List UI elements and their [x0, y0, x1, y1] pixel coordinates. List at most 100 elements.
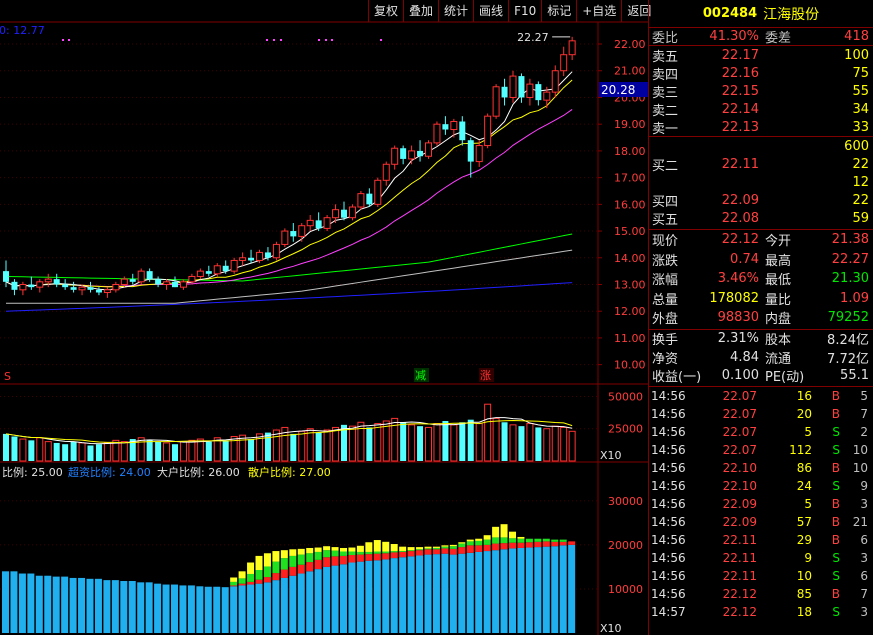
ratio-bar-blue — [365, 560, 373, 633]
ratio-bar-red — [263, 577, 271, 583]
toolbar-button[interactable]: 统计 — [438, 0, 473, 22]
ratio-bar-blue — [44, 575, 52, 633]
ratio-bar-yellow — [432, 546, 440, 548]
ratio-legend-label: 大户比例: 26.00 — [157, 465, 240, 479]
trade-direction: S — [832, 479, 840, 493]
ratio-bar-red — [525, 542, 533, 548]
buy-volume: 59 — [852, 210, 869, 226]
fund-value: 2.31% — [717, 331, 759, 347]
candle-body — [492, 86, 500, 117]
volume-tick-label: 50000 — [608, 390, 643, 403]
candle-body — [509, 75, 517, 98]
ratio-bar-green — [247, 573, 255, 582]
stat-row: 涨幅 3.46% 最低 21.30 — [649, 269, 873, 289]
ratio-bar-green — [373, 551, 381, 554]
candle-body — [425, 142, 432, 157]
ratio-bar-blue — [314, 569, 322, 633]
ratio-bar-red — [238, 583, 246, 586]
divider — [649, 328, 873, 330]
ratio-bar-blue — [356, 561, 364, 633]
quote-stats: 现价 22.12 今开 21.38 涨跌 0.74 最高 22.27 涨幅 3.46% 最低 21.3… — [649, 230, 873, 328]
ratio-bar-yellow — [373, 540, 381, 552]
trade-price: 22.11 — [722, 533, 757, 547]
ratio-bar-blue — [331, 565, 339, 633]
stat-value: 0.74 — [730, 251, 759, 267]
volume-bar — [205, 441, 212, 461]
signal-dot — [68, 39, 70, 41]
ratio-bar-blue — [449, 554, 457, 633]
sell-price: 22.13 — [721, 119, 759, 135]
ma5-line — [5, 71, 573, 291]
chart-toolbar: 复权 叠加 统计 画线 F10 标记 +自选 返回 — [368, 0, 656, 22]
trade-row: 14:56 22.07 5 S 2 — [649, 423, 873, 441]
stat-row: 总量 178082 量比 1.09 — [649, 289, 873, 309]
candle-body — [95, 289, 102, 293]
ratio-bar-red — [297, 564, 305, 574]
trade-price: 22.12 — [722, 587, 757, 601]
tick-trades-list[interactable]: 14:56 22.07 16 B 5 14:56 22.07 20 B 7 14:56 22.07 5 S… — [649, 387, 873, 621]
kline-chart-area[interactable]: 22.00 21.00 20.00 19.00 18.00 17.00 16.00 15.00… — [0, 0, 651, 635]
ratio-bar-red — [399, 551, 407, 558]
price-tick-label: 11.00 — [614, 332, 646, 345]
trade-direction: S — [832, 425, 840, 439]
trade-direction: B — [831, 389, 840, 403]
ratio-bar-red — [365, 554, 373, 561]
toolbar-button[interactable]: 标记 — [541, 0, 576, 22]
toolbar-button[interactable]: 返回 — [621, 0, 656, 22]
ratio-bar-blue — [466, 552, 474, 633]
candle-body — [518, 76, 525, 98]
stat-label: 涨幅 — [652, 273, 679, 289]
ratio-bar-blue — [255, 583, 263, 633]
toolbar-button[interactable]: 叠加 — [403, 0, 438, 22]
ratio-bar-red — [314, 559, 322, 570]
candle-body — [535, 84, 542, 101]
volume-bar — [213, 437, 221, 462]
trade-row: 14:56 22.10 86 B 10 — [649, 459, 873, 477]
ratio-bar-yellow — [263, 553, 271, 567]
ratio-bar-green — [390, 551, 398, 553]
volume-bar — [11, 436, 18, 461]
signal-dot — [380, 39, 382, 41]
toolbar-button[interactable]: 画线 — [473, 0, 508, 22]
candle-body — [78, 286, 86, 291]
weibi-value: 41.30% — [709, 29, 759, 44]
ratio-bar-blue — [204, 586, 212, 633]
buy-order-row: 买二 22.11 22 — [649, 155, 873, 174]
toolbar-button[interactable]: F10 — [508, 0, 541, 22]
trade-time: 14:56 — [651, 515, 686, 529]
fund-label: 净资 — [652, 351, 679, 367]
ratio-bar-blue — [297, 573, 305, 633]
candle-body — [382, 163, 390, 181]
buy-level-label: 买四 — [652, 194, 679, 210]
ratio-bar-red — [475, 545, 483, 552]
volume-bar — [196, 438, 204, 462]
volume-bar — [129, 439, 136, 461]
kline-chart[interactable]: 22.0021.0020.0019.0018.0017.0016.0015.00… — [0, 0, 648, 635]
candle-body — [501, 86, 508, 98]
volume-bar — [374, 423, 382, 462]
trade-count: 6 — [860, 569, 868, 583]
ratio-bar-blue — [120, 581, 128, 633]
volume-bar — [281, 426, 289, 462]
sell-volume: 55 — [852, 83, 869, 99]
volume-bar — [442, 420, 449, 461]
ratio-legend-label: 超资比例: 24.00 — [68, 465, 151, 479]
toolbar-button[interactable]: +自选 — [576, 0, 621, 22]
trade-time: 14:57 — [651, 605, 686, 619]
fund-value: 7.72亿 — [827, 351, 869, 367]
volume-bar — [501, 422, 508, 461]
ratio-bar-blue — [432, 554, 440, 633]
stat-value: 21.30 — [831, 271, 869, 287]
trade-volume: 16 — [796, 389, 812, 403]
ratio-bar-green — [466, 541, 474, 546]
toolbar-button[interactable]: 复权 — [368, 0, 403, 22]
price-tick-label: 18.00 — [614, 145, 646, 158]
ratio-bar-green — [424, 548, 432, 550]
buy-volume: 22 — [852, 192, 869, 208]
volume-bar — [256, 433, 263, 462]
trade-count: 9 — [860, 479, 868, 493]
candle-body — [87, 287, 94, 290]
trade-price: 22.07 — [722, 389, 757, 403]
signal-dot — [325, 39, 327, 41]
ratio-bar-green — [492, 537, 500, 544]
